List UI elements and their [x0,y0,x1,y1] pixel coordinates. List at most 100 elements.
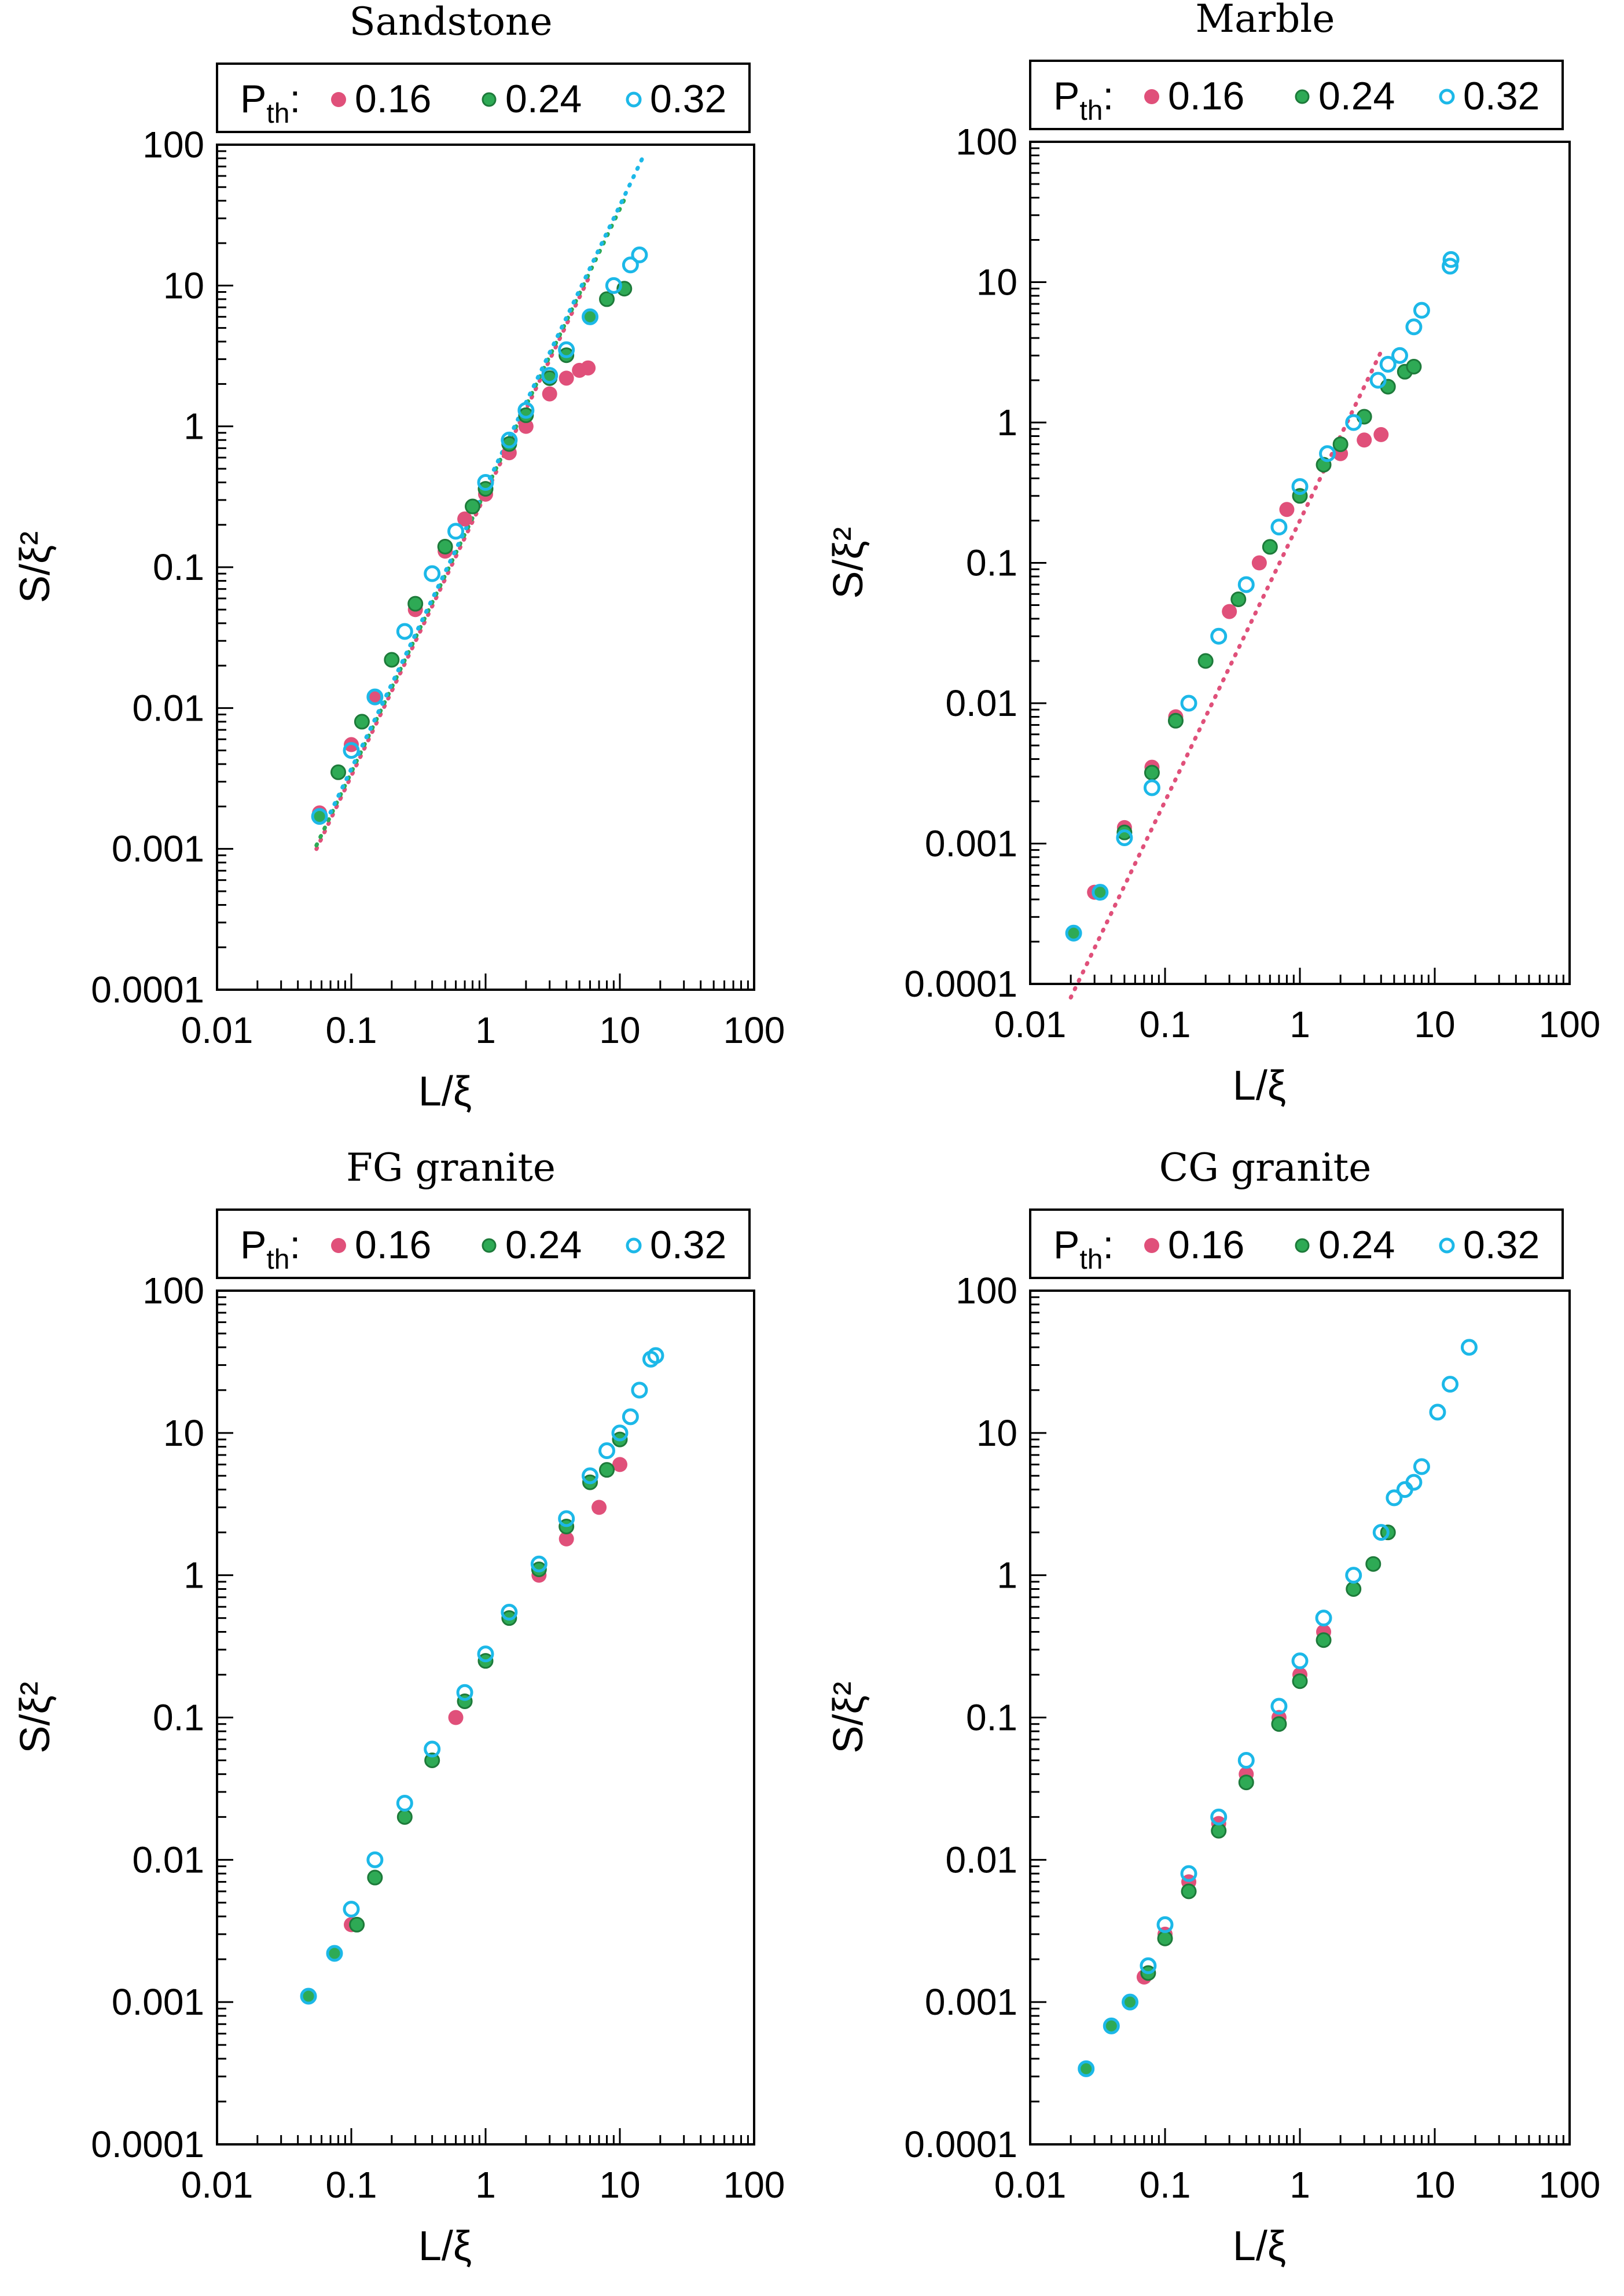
panel-1: 0.01 0.1 1 10 100 0.0001 0.001 0.01 0.1 1 10 100 L/ξ… [12,0,785,1115]
panel-3: 0.01 0.1 1 10 100 0.0001 0.001 0.01 0.1 1 10 100 L/ξ… [12,1145,785,2269]
data-point [1405,1474,1423,1491]
data-point [1386,1489,1403,1507]
data-point [1365,1556,1381,1572]
data-point [330,764,347,780]
legend-label-0.16: 0.16 [355,77,431,121]
legend-prefix: Pth: [240,1223,300,1275]
data-point [1271,1716,1287,1732]
data-point [591,1500,607,1515]
y-tick-label: 0.1 [153,546,204,588]
legend-label-0.24: 0.24 [505,1223,582,1267]
data-point [1103,2017,1120,2034]
legend-marker-0.24 [482,92,497,107]
y-tick-label: 0.01 [945,1839,1017,1880]
data-point [1230,591,1247,607]
x-tick-label: 0.1 [326,2164,377,2206]
data-point [1373,427,1389,442]
data-point [477,1645,494,1663]
y-tick-label: 0.01 [132,1839,204,1880]
data-point [1279,502,1295,517]
data-point [1065,924,1082,942]
legend-prefix-colon: : [1103,1223,1114,1267]
data-point [582,308,599,325]
data-point [1092,884,1109,901]
x-tick-label: 100 [723,2164,785,2206]
data-point [437,538,453,554]
y-tick-label: 0.0001 [91,2124,204,2165]
data-point [542,386,557,402]
legend-prefix-colon: : [289,77,300,121]
axis-ticks [216,1290,755,2146]
legend-prefix: Pth: [1053,74,1114,126]
data-point [366,688,384,706]
legend-prefix-main: P [1053,74,1079,118]
y-axis-title: S/ξ² [12,1681,58,1753]
data-point [1372,1524,1390,1541]
legend-marker-0.24 [1295,89,1310,104]
data-point [559,370,574,386]
data-point [1180,1865,1197,1882]
legend-label-0.16: 0.16 [1168,1223,1244,1267]
data-point [1292,1673,1308,1689]
data-point [1211,1823,1227,1839]
data-point [1251,555,1267,571]
legend-prefix: Pth: [240,77,300,129]
fit-line-0.16 [1068,350,1383,1000]
data-point [1157,1930,1173,1946]
data-point [599,1462,615,1478]
data-point [1144,765,1160,781]
data-point [1180,695,1197,712]
data-point [647,1347,664,1364]
data-point [349,1916,365,1933]
data-point [1210,1808,1228,1825]
plot-frame [216,1290,755,2146]
data-point [517,402,535,419]
y-axis-title: S/ξ² [825,1681,872,1753]
legend-marker-0.32 [1439,1237,1455,1254]
data-point [1167,712,1184,729]
data-point [384,652,400,668]
data-point [457,511,473,527]
x-axis-title: L/ξ [1233,1063,1286,1109]
data-point [367,1869,383,1886]
data-point [300,1988,317,2005]
y-axis-title: S/ξ² [825,527,872,598]
data-point [1442,1376,1459,1393]
data-point [612,1457,627,1472]
legend-label-0.32: 0.32 [650,1223,726,1267]
data-point [580,360,596,376]
y-tick-label: 0.1 [966,1697,1017,1739]
panel-title: Marble [1196,0,1335,41]
y-tick-label: 0.001 [925,823,1017,865]
data-point [1346,1581,1362,1597]
y-axis-title: S/ξ² [12,531,58,603]
data-point [541,367,559,384]
x-tick-label: 100 [1539,2164,1601,2206]
data-point [1143,779,1160,796]
y-tick-label: 100 [956,121,1017,163]
data-point [396,1795,413,1812]
data-point [1391,347,1409,364]
legend-marker-0.32 [1439,89,1455,105]
y-tick-label: 100 [142,1270,204,1312]
data-point [448,1710,464,1725]
data-point [1315,1610,1332,1627]
data-point [1429,1404,1446,1421]
series-0.32 [1078,1339,1478,2077]
legend-label-0.24: 0.24 [1318,74,1395,118]
legend: Pth: 0.16 0.24 0.32 [216,63,751,133]
data-point [326,1945,343,1962]
data-point [531,1561,547,1577]
x-axis-title: L/ξ [418,2223,472,2269]
legend-label-0.16: 0.16 [1168,74,1244,118]
x-tick-label: 100 [723,1009,785,1051]
data-point [1078,2060,1095,2077]
data-point [558,341,575,358]
y-tick-label: 0.1 [153,1697,204,1739]
legend-marker-0.32 [626,1237,642,1254]
legend-marker-0.32 [626,91,642,108]
x-tick-label: 10 [599,2164,640,2206]
data-point [1122,1993,1139,2011]
data-point [1406,358,1422,374]
